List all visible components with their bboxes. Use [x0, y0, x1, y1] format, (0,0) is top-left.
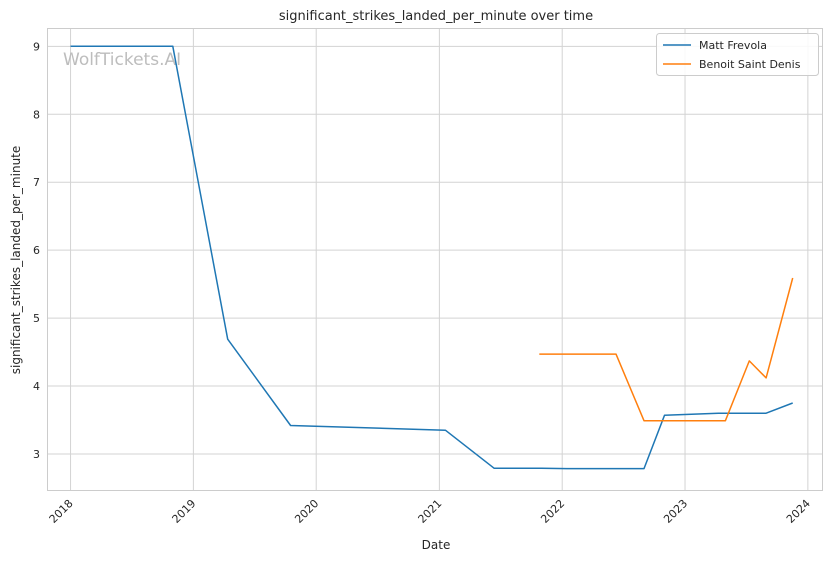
x-tick-label: 2022	[538, 497, 567, 526]
x-tick-label: 2019	[170, 497, 199, 526]
legend-box	[656, 33, 819, 76]
y-tick-label: 9	[33, 40, 40, 53]
y-tick-label: 6	[33, 244, 40, 257]
chart-title: significant_strikes_landed_per_minute ov…	[279, 9, 593, 24]
x-axis-label: Date	[422, 538, 451, 552]
legend: Matt Frevola Benoit Saint Denis	[656, 33, 819, 76]
series-line-benoit-saint-denis	[539, 277, 794, 422]
x-tick-label: 2018	[47, 497, 76, 526]
x-tick-label: 2020	[292, 497, 321, 526]
y-tick-label: 7	[33, 176, 40, 189]
y-axis-label: significant_strikes_landed_per_minute	[9, 146, 23, 375]
x-tick-label: 2024	[784, 497, 813, 526]
watermark: WolfTickets.AI	[63, 50, 181, 70]
plot-frame	[47, 28, 823, 491]
tick-labels: 2018 2019 2020 2021 2022 2023 2024 3 4 5 6 7 8 9	[33, 40, 813, 526]
legend-label-matt-frevola: Matt Frevola	[699, 39, 767, 52]
y-tick-label: 8	[33, 108, 40, 121]
y-tick-label: 4	[33, 380, 40, 393]
x-tick-label: 2023	[661, 497, 690, 526]
legend-label-benoit-saint-denis: Benoit Saint Denis	[699, 58, 801, 71]
series-line-matt-frevola	[70, 45, 793, 470]
series-layer	[70, 45, 794, 470]
y-tick-label: 3	[33, 448, 40, 461]
x-tick-label: 2021	[416, 497, 445, 526]
y-tick-label: 5	[33, 312, 40, 325]
